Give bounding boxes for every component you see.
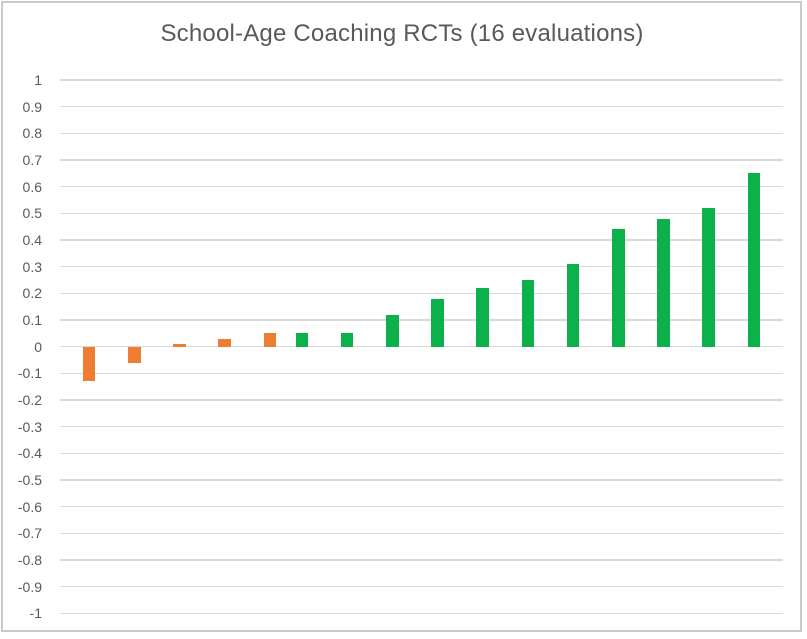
gridline	[60, 159, 783, 161]
y-axis-tick-label: -0.3	[17, 418, 42, 435]
gridline	[60, 585, 783, 588]
y-axis-tick-label: 0.1	[22, 312, 42, 329]
y-axis-tick-label: 0.7	[22, 152, 42, 168]
y-axis-tick-label: 0	[34, 338, 42, 355]
gridline	[60, 265, 783, 268]
y-axis-tick-label: 0.5	[22, 205, 42, 222]
bar	[128, 346, 141, 363]
bar	[295, 333, 309, 347]
gridline	[60, 452, 783, 455]
gridline	[60, 345, 783, 348]
bar	[263, 333, 277, 347]
bar	[566, 264, 580, 347]
gridline	[60, 479, 783, 481]
bar	[476, 288, 489, 347]
gridline	[60, 399, 783, 401]
bar	[657, 218, 670, 347]
y-axis-tick-label: -0.7	[17, 525, 42, 542]
gridline	[60, 612, 783, 615]
y-axis-tick-label: -0.8	[17, 552, 42, 569]
y-axis-tick-label: 0.4	[22, 232, 42, 249]
y-axis-tick-label: -0.1	[17, 365, 42, 382]
gridline	[60, 292, 783, 295]
y-axis-tick-label: -0.4	[17, 445, 42, 462]
y-axis-tick-label: -0.9	[17, 578, 42, 595]
y-axis-tick-label: 0.3	[22, 258, 42, 275]
bar	[747, 173, 761, 347]
y-axis-tick-label: -0.5	[17, 472, 42, 489]
y-axis-tick-label: 0.9	[22, 98, 42, 115]
y-axis-tick-label: 0.8	[22, 125, 42, 142]
gridline	[60, 239, 783, 241]
gridline	[60, 559, 783, 561]
bar	[611, 229, 625, 347]
gridline	[60, 372, 783, 375]
y-axis-tick-label: 1	[34, 72, 42, 88]
bar	[521, 280, 535, 347]
y-axis-tick-label: -0.6	[17, 498, 42, 515]
gridline	[60, 132, 783, 135]
chart-title: School-Age Coaching RCTs (16 evaluations…	[160, 20, 644, 47]
gridline	[60, 532, 783, 535]
y-axis-tick-label: 0.6	[22, 178, 42, 195]
bar	[218, 338, 232, 347]
gridline	[60, 425, 783, 428]
bar	[431, 298, 444, 347]
y-axis-tick-label: 0.2	[22, 285, 42, 302]
bar	[702, 208, 715, 347]
gridline	[60, 212, 783, 215]
gridline	[60, 105, 783, 108]
gridline	[60, 79, 783, 81]
gridline	[60, 319, 783, 321]
bar	[340, 333, 354, 347]
bar	[82, 346, 96, 382]
gridline	[60, 185, 783, 188]
bar	[386, 314, 399, 347]
bar	[173, 344, 186, 347]
gridline	[60, 505, 783, 508]
y-axis-tick-label: -1	[29, 605, 42, 622]
y-axis-tick-label: -0.2	[17, 392, 42, 409]
